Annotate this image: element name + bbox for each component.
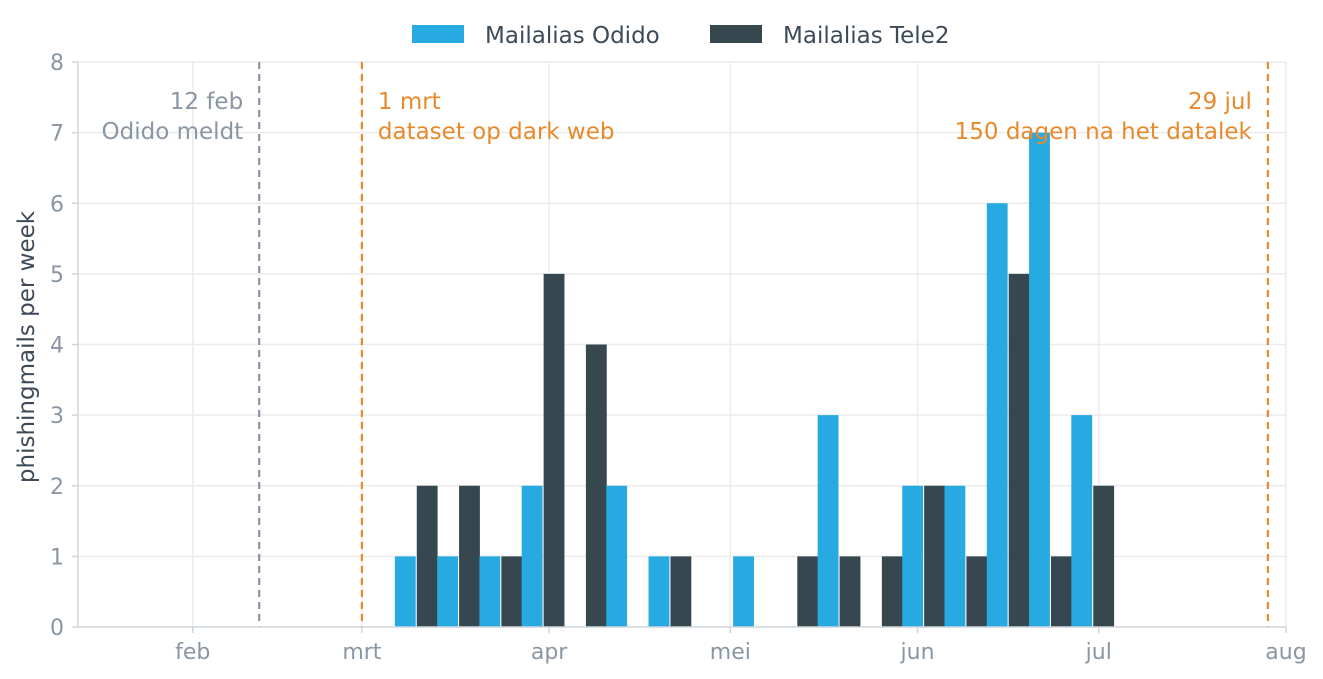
- legend-label: Mailalias Odido: [485, 23, 660, 49]
- bar: [924, 485, 945, 627]
- bar: [648, 556, 670, 627]
- annotation-label: dataset op dark web: [378, 119, 615, 145]
- x-tick-label: aug: [1265, 640, 1306, 665]
- y-tick-label: 4: [50, 334, 64, 359]
- bar: [585, 344, 607, 627]
- x-tick-label: mrt: [342, 640, 381, 665]
- bar: [1050, 556, 1072, 627]
- bar: [1008, 273, 1030, 627]
- annotation-label: Odido meldt: [102, 119, 244, 145]
- annotation-label: 29 jul: [1188, 89, 1252, 115]
- bar: [733, 556, 754, 627]
- annotation-label: 150 dagen na het datalek: [955, 119, 1253, 145]
- bars: [394, 132, 1115, 627]
- bar: [986, 203, 1008, 627]
- bar: [1029, 132, 1050, 627]
- bar: [902, 485, 924, 627]
- annotation-label: 12 feb: [170, 89, 243, 115]
- x-tick-label: apr: [531, 640, 568, 665]
- bar: [479, 556, 501, 627]
- x-tick-label: jul: [1085, 640, 1112, 665]
- bar: [1093, 485, 1115, 627]
- bar: [1071, 415, 1093, 627]
- legend: Mailalias Odido Mailalias Tele2: [412, 23, 949, 49]
- axes: 0 1 2 3 4 5 6 7 8 feb mrt apr mei jun jul aug: [50, 51, 1307, 665]
- annotation-lines: [258, 62, 1269, 627]
- legend-swatch: [412, 25, 464, 43]
- x-tick-label: mei: [710, 640, 751, 665]
- bar: [501, 556, 523, 627]
- y-tick-label: 0: [50, 616, 64, 641]
- bar: [394, 556, 416, 627]
- legend-label: Mailalias Tele2: [783, 23, 949, 49]
- y-tick-label: 6: [50, 192, 64, 217]
- y-tick-label: 2: [50, 475, 64, 500]
- y-tick-label: 5: [50, 263, 64, 288]
- bar: [416, 485, 438, 627]
- x-tick-label: feb: [175, 640, 210, 665]
- bar: [670, 556, 692, 627]
- bar: [521, 485, 543, 627]
- y-tick-label: 7: [50, 122, 64, 147]
- bar: [797, 556, 819, 627]
- bar: [881, 556, 903, 627]
- y-axis-title: phishingmails per week: [14, 210, 40, 483]
- bar: [543, 273, 565, 627]
- annotation-label: 1 mrt: [378, 89, 441, 115]
- bar: [817, 415, 839, 627]
- bar: [606, 485, 628, 627]
- annotation-labels: 12 feb Odido meldt 1 mrt dataset op dark we…: [102, 89, 1253, 145]
- y-tick-label: 1: [50, 545, 64, 570]
- x-tick-label: jun: [900, 640, 935, 665]
- bar: [437, 556, 458, 627]
- y-tick-label: 8: [50, 51, 64, 76]
- bar: [944, 485, 966, 627]
- bar: [966, 556, 988, 627]
- legend-swatch: [710, 25, 762, 43]
- bar: [839, 556, 861, 627]
- bar: [459, 485, 480, 627]
- y-tick-label: 3: [50, 404, 64, 429]
